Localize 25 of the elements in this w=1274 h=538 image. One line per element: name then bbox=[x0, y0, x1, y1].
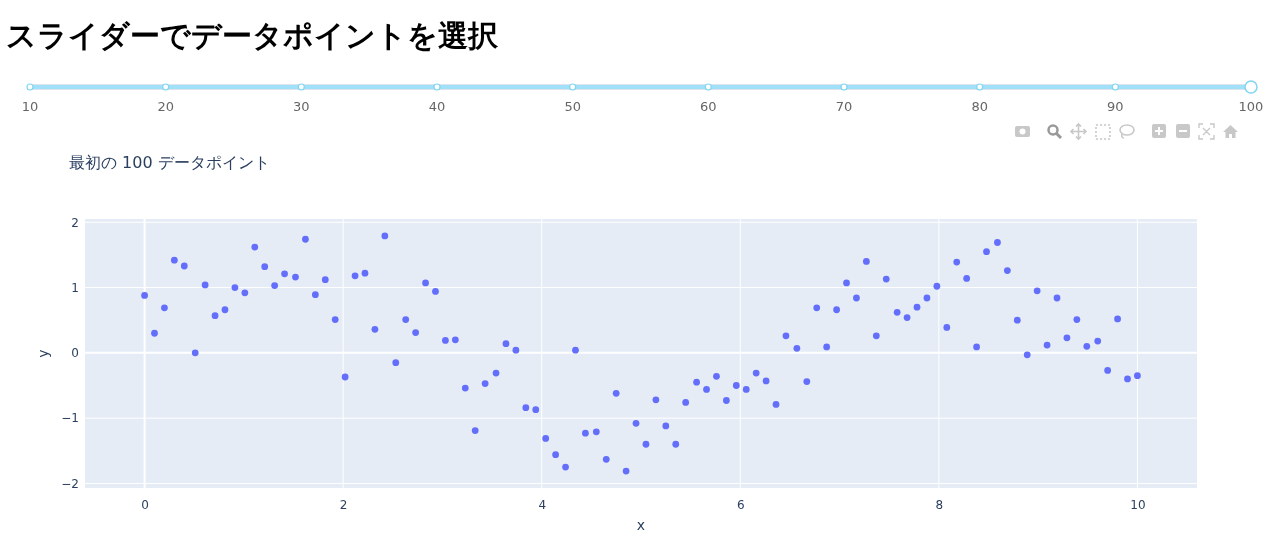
text: 30 bbox=[293, 99, 310, 114]
y-tick-label: −1 bbox=[61, 411, 79, 426]
x-tick-label: 8 bbox=[935, 497, 944, 512]
text: 50 bbox=[564, 99, 581, 114]
x-tick-label: 6 bbox=[736, 497, 745, 512]
x-tick-label: 10 bbox=[1130, 497, 1146, 512]
y-tick-label: −2 bbox=[61, 476, 79, 491]
text: 60 bbox=[700, 99, 717, 114]
x-tick-label: 2 bbox=[339, 497, 348, 512]
text: 40 bbox=[428, 99, 446, 114]
chart-subtitle: 最初の 100 データポイント bbox=[69, 153, 270, 172]
text: 10 bbox=[21, 99, 39, 114]
y-tick-label: 2 bbox=[71, 215, 79, 230]
chart-title: スライダーでデータポイントを選択 bbox=[6, 18, 499, 53]
y-axis-title: y bbox=[35, 349, 51, 358]
text: 20 bbox=[157, 99, 174, 114]
y-tick-label: 0 bbox=[71, 346, 79, 361]
text: 90 bbox=[1107, 99, 1124, 114]
x-tick-label: 0 bbox=[141, 497, 149, 512]
text: 100 bbox=[1238, 99, 1264, 114]
x-tick-label: 4 bbox=[538, 497, 547, 512]
y-tick-label: 1 bbox=[71, 280, 79, 295]
x-axis-title: x bbox=[636, 517, 646, 533]
text: 80 bbox=[971, 99, 988, 114]
text: 70 bbox=[835, 99, 853, 114]
